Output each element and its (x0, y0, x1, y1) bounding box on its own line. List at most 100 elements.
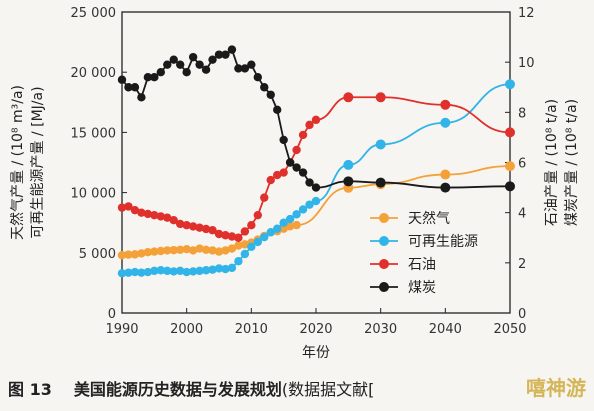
series-point-3 (253, 73, 262, 82)
x-tick-label: 2050 (493, 322, 526, 337)
series-point-1 (266, 228, 275, 237)
series-point-3 (292, 163, 301, 172)
series-marker-0 (440, 169, 451, 180)
legend-marker (379, 282, 389, 292)
series-marker-2 (343, 92, 354, 103)
series-marker-2 (505, 127, 515, 138)
series-line-projection-2 (315, 96, 511, 134)
legend-marker (379, 213, 389, 223)
series-point-1 (124, 268, 133, 277)
series-point-1 (163, 266, 172, 276)
series-point-3 (260, 83, 269, 92)
series-point-3 (227, 45, 237, 54)
series-point-1 (150, 266, 159, 276)
series-point-3 (266, 90, 275, 99)
caption-title: 美国能源历史数据与发展规划 (73, 380, 282, 399)
y-right-tick-label: 10 (518, 56, 535, 71)
series-point-1 (253, 237, 262, 247)
series-point-0 (201, 245, 211, 254)
y-right-tick-label: 12 (518, 6, 535, 21)
watermark: 嘻神游 (526, 376, 586, 400)
series-marker-3 (440, 182, 451, 193)
series-point-1 (305, 200, 314, 209)
y-left-tick-label: 0 (108, 307, 116, 322)
x-tick-label: 1990 (105, 322, 138, 337)
series-point-0 (214, 247, 224, 256)
legend-marker (379, 259, 389, 269)
series-marker-3 (505, 181, 515, 192)
series-point-0 (234, 241, 243, 250)
series-point-2 (247, 221, 256, 230)
series-point-1 (143, 267, 153, 277)
series-point-0 (221, 246, 230, 255)
series-marker-0 (505, 161, 515, 172)
x-tick-label: 2040 (429, 322, 462, 337)
series-point-1 (247, 242, 256, 251)
series-marker-3 (375, 177, 386, 188)
series-point-3 (176, 60, 185, 69)
series-point-1 (292, 210, 301, 219)
series-line-projection-0 (296, 165, 511, 227)
y-left-tick-label: 20 000 (71, 66, 117, 81)
series-point-0 (292, 220, 301, 230)
series-point-3 (305, 178, 314, 187)
series-marker-1 (375, 139, 386, 150)
series-point-3 (117, 75, 127, 84)
figure-caption: 图 13 美国能源历史数据与发展规划(数据据文献[ (8, 376, 588, 404)
series-point-0 (240, 240, 250, 249)
series-point-3 (124, 83, 133, 92)
series-point-3 (195, 60, 204, 69)
series-point-1 (214, 264, 224, 273)
series-point-1 (240, 249, 250, 259)
series-point-1 (137, 268, 146, 277)
series-point-2 (201, 224, 211, 234)
series-marker-2 (375, 92, 386, 103)
y-right-tick-label: 2 (518, 257, 526, 272)
series-point-2 (227, 232, 237, 241)
series-point-0 (169, 245, 178, 255)
series-point-2 (150, 210, 159, 220)
series-point-1 (130, 267, 140, 277)
series-point-1 (201, 266, 211, 275)
x-tick-label: 2030 (364, 322, 397, 337)
series-point-3 (311, 183, 321, 192)
y-right-title-2: 煤炭产量 / (10⁸ t/a) (564, 99, 580, 226)
y-left-tick-label: 10 000 (71, 187, 117, 202)
series-point-1 (234, 257, 243, 266)
series-point-3 (298, 168, 308, 177)
x-tick-label: 2020 (299, 322, 332, 337)
series-point-3 (130, 83, 140, 92)
series-point-2 (124, 202, 133, 211)
series-point-2 (156, 212, 165, 221)
x-tick-label: 2000 (170, 322, 203, 337)
series-point-1 (208, 265, 217, 274)
series-point-3 (143, 73, 153, 82)
y-right-tick-label: 4 (518, 207, 526, 222)
series-point-1 (311, 196, 321, 206)
series-point-1 (195, 266, 204, 276)
series-point-1 (188, 267, 198, 276)
series-point-3 (273, 105, 282, 115)
series-marker-1 (505, 79, 515, 90)
series-point-3 (188, 52, 198, 62)
series-point-2 (169, 215, 178, 225)
series-marker-3 (343, 176, 354, 187)
series-point-0 (156, 246, 165, 256)
series-point-2 (143, 209, 153, 219)
series-point-1 (260, 232, 269, 242)
series-point-0 (208, 246, 217, 255)
series-point-2 (221, 231, 230, 240)
series-point-0 (124, 250, 133, 259)
series-point-1 (273, 224, 282, 233)
series-point-2 (195, 223, 204, 232)
series-marker-1 (440, 117, 451, 128)
series-point-3 (201, 65, 211, 74)
series-point-1 (285, 214, 295, 224)
series-point-3 (221, 50, 230, 59)
series-point-0 (117, 251, 127, 260)
y-right-tick-label: 0 (518, 307, 526, 322)
legend-label: 煤炭 (408, 280, 436, 296)
series-point-3 (285, 158, 295, 167)
